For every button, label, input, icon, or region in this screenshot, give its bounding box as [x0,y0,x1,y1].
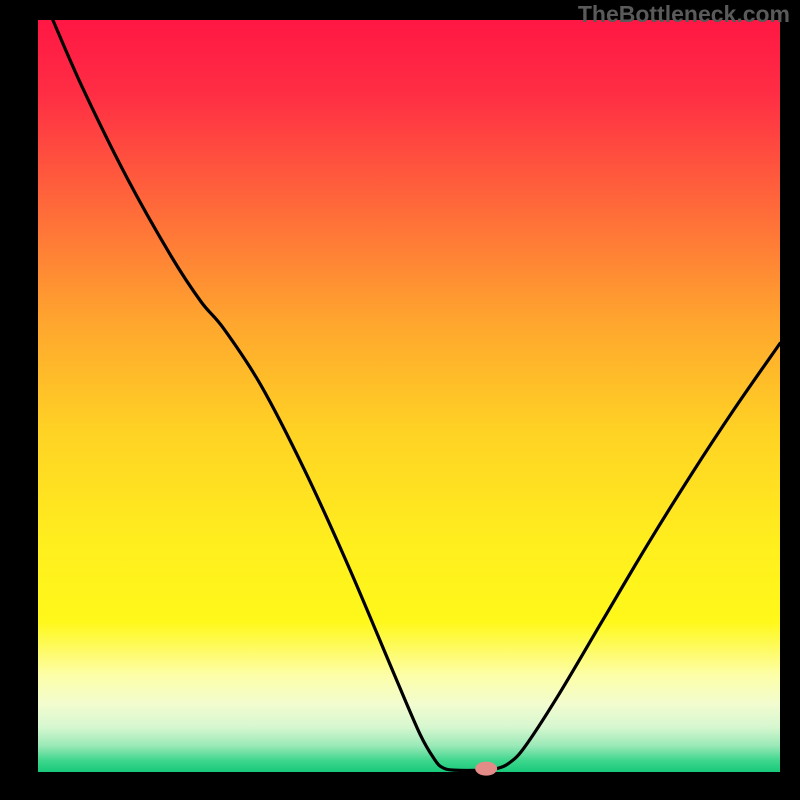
chart-root: TheBottleneck.com [0,0,800,800]
plot-area [38,20,780,772]
watermark-text: TheBottleneck.com [578,1,790,28]
optimal-point-marker [475,762,497,776]
chart-svg [0,0,800,800]
